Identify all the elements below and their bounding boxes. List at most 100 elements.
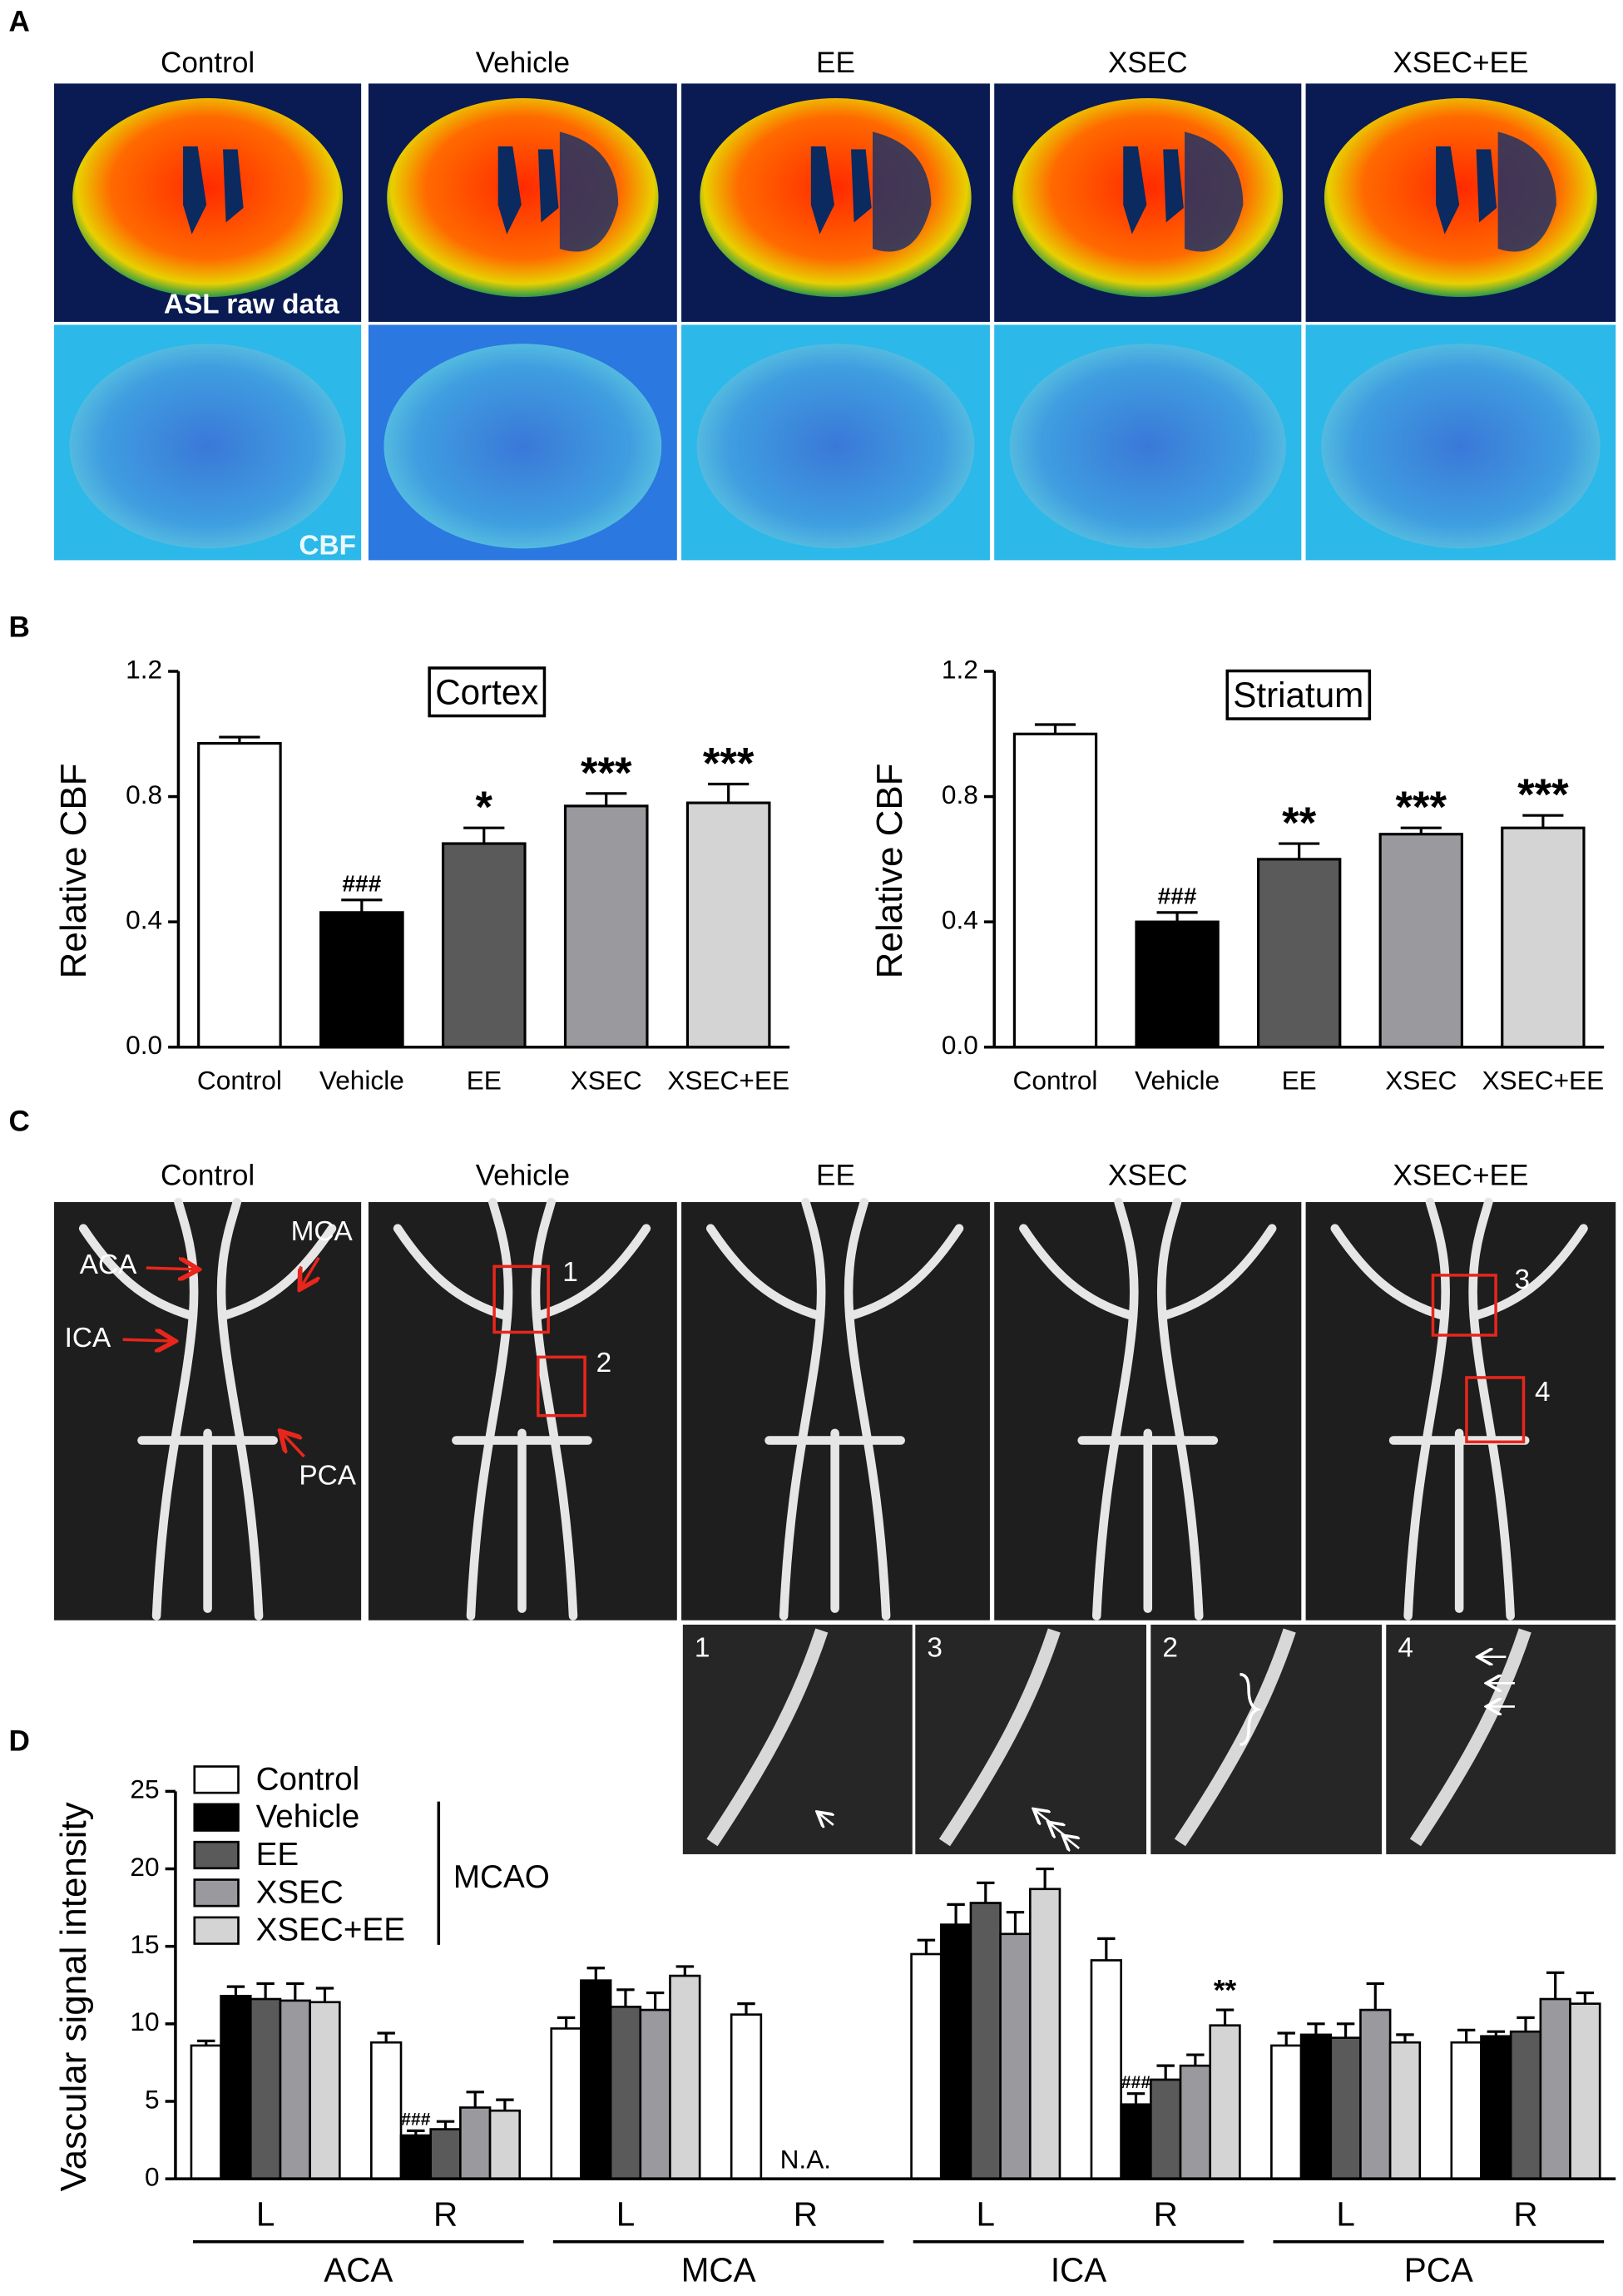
x-tick-label: XSEC+EE — [667, 1065, 789, 1095]
bar — [1509, 2030, 1542, 2180]
y-tick-label: 25 — [130, 1774, 159, 1804]
vessels — [1330, 1197, 1588, 1621]
bar — [1569, 2002, 1601, 2180]
group-label: PCA — [1404, 2250, 1473, 2289]
error-bar — [917, 1938, 936, 1954]
x-tick-label: XSEC+EE — [1482, 1065, 1604, 1095]
error-bar — [226, 1985, 245, 1997]
bar — [1120, 2103, 1152, 2180]
vessels — [78, 1197, 337, 1621]
brain-heat — [72, 98, 343, 298]
significance: ** — [1282, 799, 1317, 848]
panel-d: L R L R N.A. L R L R ACA MCA ICA PCA Control ### ### Veh… — [53, 1761, 1616, 2289]
error-bar — [1006, 1911, 1025, 1934]
brace — [1240, 1672, 1263, 1746]
x-tick-label: L — [977, 2195, 995, 2234]
brain-cbf — [383, 344, 662, 549]
column-title: XSEC+EE — [1393, 47, 1528, 79]
vessels — [1019, 1197, 1277, 1621]
panel-label: D — [9, 1725, 30, 1758]
vessel-annotations: ACA MCA ICA PCA 1 2 3 4 — [65, 1216, 1551, 1492]
bar — [1270, 2044, 1303, 2180]
error-bar — [1457, 2028, 1476, 2043]
y-tick-label: 5 — [145, 2084, 160, 2114]
panel-label: A — [9, 6, 30, 38]
error-bar — [1186, 2053, 1205, 2066]
error-bar — [341, 898, 383, 913]
bar — [1378, 833, 1463, 1049]
roi-box — [492, 1264, 550, 1334]
y-tick-label: 0.4 — [126, 905, 162, 935]
vessel-label: PCA — [299, 1460, 356, 1491]
panel-label: B — [9, 611, 30, 643]
significance: *** — [1395, 783, 1447, 832]
significance: *** — [581, 749, 632, 798]
legend-label: XSEC — [256, 1874, 344, 1910]
bar — [459, 2106, 492, 2180]
column-title: Control — [161, 1159, 255, 1191]
y-tick-label: 0.0 — [126, 1030, 162, 1060]
legend-swatch — [193, 1803, 240, 1832]
title-box — [428, 666, 547, 718]
vessel-label: MCA — [291, 1216, 354, 1247]
bar — [1090, 1959, 1122, 2180]
inset-label: 3 — [927, 1633, 943, 1664]
ventricle — [1436, 146, 1497, 235]
x-tick-label: Vehicle — [1135, 1065, 1220, 1095]
roi-box — [1431, 1274, 1497, 1337]
chart-title: Cortex — [435, 672, 538, 711]
bar — [1135, 920, 1220, 1049]
lesion — [1185, 131, 1244, 252]
group-label: ACA — [324, 2250, 393, 2289]
legend-label: EE — [256, 1837, 299, 1873]
bar — [1012, 732, 1098, 1049]
error-bar — [586, 1967, 605, 1981]
error-bar — [436, 2120, 455, 2130]
bar — [1256, 858, 1342, 1049]
bar — [969, 1902, 1002, 2180]
legend-label: Control — [256, 1761, 360, 1797]
inset-label: 2 — [1162, 1633, 1178, 1664]
bar — [1539, 1997, 1571, 2180]
legend-swatch — [193, 1840, 240, 1870]
error-bar — [1126, 2092, 1146, 2105]
vessel-label: ICA — [65, 1323, 111, 1353]
bar — [550, 2027, 582, 2180]
bar — [1209, 2024, 1241, 2180]
box-label: 2 — [596, 1348, 612, 1378]
y-tick-label: 20 — [130, 1852, 159, 1882]
y-tick-label: 1.2 — [126, 654, 162, 684]
legend-group-label: MCAO — [453, 1859, 550, 1895]
bar — [370, 2041, 403, 2180]
bar — [1329, 2036, 1362, 2180]
x-tick-label: L — [1336, 2195, 1354, 2234]
error-bar — [1522, 814, 1564, 829]
x-tick-label: R — [1513, 2195, 1537, 2234]
x-tick-label: L — [256, 2195, 275, 2234]
arrow — [301, 1256, 319, 1287]
column-title: Vehicle — [476, 1159, 570, 1191]
error-bar — [1215, 2008, 1235, 2026]
panel-c: Control Vehicle EE XSEC XSEC+EE1 3 2 4 — [54, 1159, 1616, 1854]
x-tick-label: Control — [1013, 1065, 1098, 1095]
lesion — [873, 131, 932, 252]
bar — [488, 2109, 522, 2180]
brain-cbf — [1321, 344, 1601, 549]
lesion — [559, 131, 619, 252]
bar — [399, 2134, 433, 2180]
bar — [1179, 2064, 1212, 2180]
x-tick-label: Control — [197, 1065, 282, 1095]
bar — [685, 801, 771, 1049]
brain-cbf — [696, 344, 975, 549]
significance: * — [476, 783, 493, 832]
arrow — [122, 1339, 173, 1341]
bar — [429, 2128, 462, 2180]
column-title: Control — [161, 47, 255, 79]
box-label: 4 — [1535, 1377, 1551, 1408]
y-tick-label: 0 — [145, 2162, 160, 2192]
y-axis-label: Relative CBF — [869, 764, 910, 979]
bar — [249, 1997, 282, 2180]
error-bar — [1576, 1991, 1595, 2004]
error-bar — [377, 2031, 395, 2043]
